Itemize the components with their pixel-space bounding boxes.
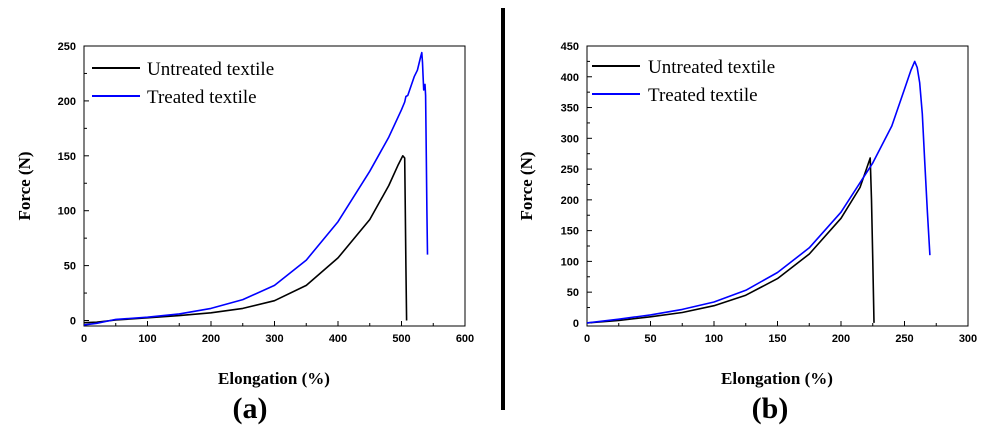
x-tick-label: 150	[768, 333, 786, 345]
plot-frame-b	[586, 45, 969, 327]
y-tick-label: 150	[58, 151, 76, 163]
legend-label-untreated-a: Untreated textile	[147, 59, 274, 80]
legend-b: Untreated textile Treated textile	[592, 57, 775, 106]
y-tick-label: 100	[561, 256, 579, 268]
y-tick-label: 200	[561, 195, 579, 207]
series-line-untreated	[586, 157, 875, 324]
y-tick-label: 350	[561, 103, 579, 115]
y-tick-label: 0	[573, 318, 579, 330]
x-tick-label: 0	[81, 333, 87, 345]
x-tick-label: 200	[832, 333, 850, 345]
x-tick-label: 500	[392, 333, 410, 345]
legend-label-treated-b: Treated textile	[648, 85, 758, 106]
series-line-treated	[586, 60, 931, 324]
y-tick-label: 0	[70, 316, 76, 328]
y-tick-label: 450	[561, 41, 579, 53]
series-line-treated	[83, 51, 429, 326]
series-b	[586, 60, 931, 324]
plot-frame-a	[83, 45, 466, 327]
x-tick-label: 100	[705, 333, 723, 345]
x-tick-label: 300	[959, 333, 977, 345]
x-axis-title-b: Elongation (%)	[721, 369, 833, 388]
x-tick-label: 300	[265, 333, 283, 345]
legend-label-untreated-b: Untreated textile	[648, 57, 775, 78]
ticks-b: 0 50 100 150 200 250 300 0 50 100 150 200 250 300 350 4…	[561, 41, 978, 345]
y-tick-label: 300	[561, 133, 579, 145]
y-tick-label: 50	[567, 287, 579, 299]
panel-b: 0 50 100 150 200 250 300 0 50 100 150 200 250 300 350 4…	[517, 41, 977, 425]
x-tick-label: 600	[456, 333, 474, 345]
y-tick-label: 250	[58, 41, 76, 53]
y-tick-label: 400	[561, 72, 579, 84]
x-tick-label: 50	[644, 333, 656, 345]
series-a	[83, 51, 429, 326]
x-tick-label: 400	[329, 333, 347, 345]
y-tick-label: 150	[561, 226, 579, 238]
x-axis-title-a: Elongation (%)	[218, 369, 330, 388]
legend-label-treated-a: Treated textile	[147, 87, 257, 108]
x-tick-label: 200	[202, 333, 220, 345]
x-tick-label: 250	[895, 333, 913, 345]
x-tick-label: 0	[584, 333, 590, 345]
y-axis-title-b: Force (N)	[517, 151, 536, 220]
legend-a: Untreated textile Treated textile	[92, 59, 274, 108]
ticks-a: 0 100 200 300 400 500 600 0 50 100 150 200 250	[58, 41, 475, 345]
y-axis-title-a: Force (N)	[15, 151, 34, 220]
panel-a: 0 100 200 300 400 500 600 0 50 100 150 200 250 Untre…	[15, 41, 474, 425]
panel-label-a: (a)	[233, 392, 268, 425]
panel-label-b: (b)	[752, 392, 789, 425]
y-tick-label: 100	[58, 206, 76, 218]
x-tick-label: 100	[138, 333, 156, 345]
y-tick-label: 250	[561, 164, 579, 176]
y-tick-label: 50	[64, 261, 76, 273]
y-tick-label: 200	[58, 96, 76, 108]
